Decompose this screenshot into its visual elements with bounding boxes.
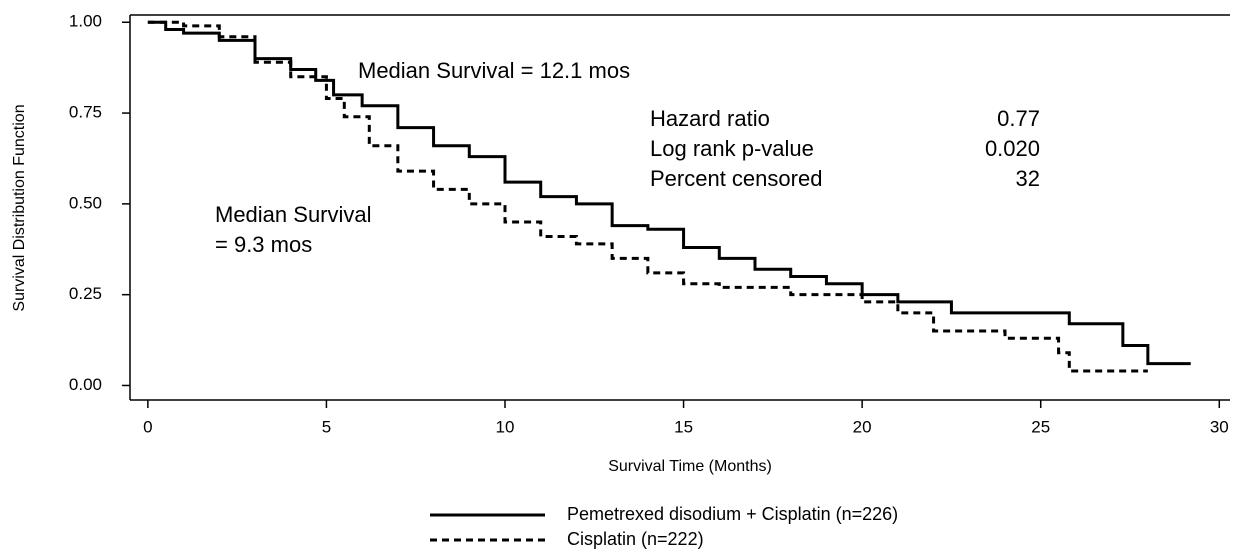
y-tick-label: 0.25 bbox=[69, 284, 102, 303]
x-tick-label: 15 bbox=[674, 417, 693, 436]
legend-label: Pemetrexed disodium + Cisplatin (n=226) bbox=[567, 504, 898, 524]
x-axis-label: Survival Time (Months) bbox=[608, 458, 772, 475]
annotation: = 9.3 mos bbox=[215, 232, 312, 257]
annotation: Median Survival = 12.1 mos bbox=[358, 58, 630, 83]
survival-curve bbox=[147, 20, 1191, 366]
stat-value: 0.77 bbox=[997, 106, 1040, 131]
stat-label: Log rank p-value bbox=[650, 136, 814, 161]
x-tick-label: 0 bbox=[143, 417, 152, 436]
x-tick-label: 20 bbox=[853, 417, 872, 436]
y-tick-label: 0.75 bbox=[69, 103, 102, 122]
annotation: Median Survival bbox=[215, 202, 372, 227]
legend-label: Cisplatin (n=222) bbox=[567, 529, 704, 549]
y-tick-label: 0.00 bbox=[69, 375, 102, 394]
stat-value: 0.020 bbox=[985, 136, 1040, 161]
stat-label: Percent censored bbox=[650, 166, 822, 191]
survival-curve bbox=[147, 20, 1148, 373]
y-tick-label: 1.00 bbox=[69, 12, 102, 31]
stat-value: 32 bbox=[1016, 166, 1040, 191]
x-tick-label: 5 bbox=[322, 417, 331, 436]
y-axis-label: Survival Distribution Function bbox=[11, 104, 28, 311]
x-tick-label: 10 bbox=[496, 417, 515, 436]
x-tick-label: 30 bbox=[1210, 417, 1229, 436]
y-tick-label: 0.50 bbox=[69, 193, 102, 212]
stat-label: Hazard ratio bbox=[650, 106, 770, 131]
x-tick-label: 25 bbox=[1031, 417, 1050, 436]
